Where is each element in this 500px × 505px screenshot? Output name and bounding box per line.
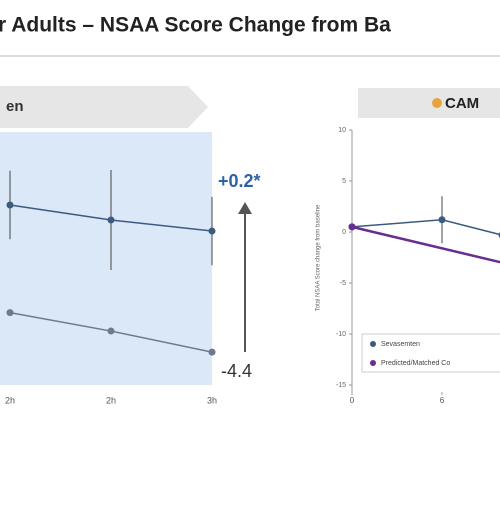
- data-point: [209, 349, 216, 356]
- legend-marker: [370, 341, 376, 347]
- banner-icon: [432, 98, 442, 108]
- series-line: [352, 227, 500, 263]
- data-point: [439, 216, 446, 223]
- arrow-head: [238, 202, 252, 214]
- y-axis-label: Total NSAA Score change from baseline: [316, 204, 322, 311]
- data-point: [7, 309, 14, 316]
- y-tick-label: -10: [336, 331, 346, 338]
- y-tick-label: -5: [340, 280, 346, 287]
- slide-title: r Adults – NSAA Score Change from Ba: [0, 14, 391, 37]
- data-point: [108, 217, 115, 224]
- right-banner-text: CAM: [445, 95, 479, 112]
- plot-background: [0, 132, 212, 385]
- x-tick-label: 2h: [5, 395, 15, 405]
- x-tick-label: 3h: [207, 395, 217, 405]
- y-tick-label: 10: [338, 127, 346, 134]
- data-point: [108, 328, 115, 335]
- legend-label: Sevasemten: [381, 341, 420, 348]
- y-tick-label: 5: [342, 178, 346, 185]
- annotation: +0.2*: [218, 171, 261, 191]
- x-tick-label: 2h: [106, 395, 116, 405]
- data-point: [209, 228, 216, 235]
- left-banner: [0, 86, 208, 128]
- y-tick-label: -15: [336, 382, 346, 389]
- legend-marker: [370, 360, 376, 366]
- x-tick-label: 0: [350, 396, 355, 405]
- data-point: [7, 202, 14, 209]
- left-banner-text: en: [6, 98, 24, 115]
- legend-label: Predicted/Matched Co: [381, 360, 450, 367]
- annotation: -4.4: [221, 361, 252, 381]
- y-tick-label: 0: [342, 229, 346, 236]
- x-tick-label: 6: [440, 396, 445, 405]
- data-point: [349, 223, 356, 230]
